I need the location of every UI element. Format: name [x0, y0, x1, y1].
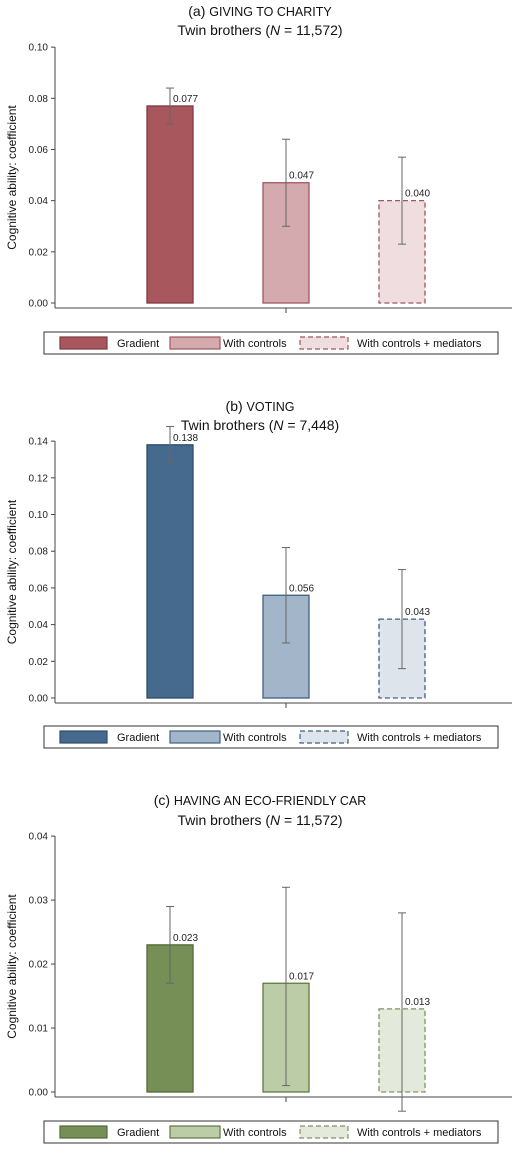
chart-subtitle: Twin brothers (N = 7,448)	[181, 417, 339, 433]
chart-subtitle-n: N	[273, 417, 284, 433]
legend-label: With controls + mediators	[357, 732, 482, 744]
chart-subtitle-post: = 11,572)	[280, 812, 342, 828]
chart-subtitle-n: N	[270, 22, 281, 38]
y-tick-label: 0.02	[29, 247, 49, 258]
y-axis-label: Cognitive ability: coefficient	[5, 894, 19, 1039]
y-tick-label: 0.06	[29, 583, 49, 594]
chart-subtitle: Twin brothers (N = 11,572)	[177, 22, 342, 38]
data-label: 0.077	[173, 94, 198, 105]
legend-label: With controls	[223, 338, 287, 350]
data-label: 0.043	[405, 607, 430, 618]
bar-gradient	[146, 444, 194, 699]
chart-subtitle-post: = 7,448)	[284, 417, 340, 433]
y-tick-label: 0.03	[29, 896, 49, 907]
legend-label: With controls + mediators	[357, 338, 482, 350]
data-label: 0.138	[173, 433, 198, 444]
y-tick-label: 0.06	[29, 145, 49, 156]
chart-subtitle: Twin brothers (N = 11,572)	[177, 812, 342, 828]
data-label: 0.040	[405, 189, 430, 200]
chart-title-text: GIVING TO CHARITY	[209, 5, 332, 19]
y-axis-label: Cognitive ability: coefficient	[5, 105, 19, 250]
legend-label: With controls	[223, 732, 287, 744]
chart-title-prefix: (b)	[226, 398, 247, 414]
y-tick-label: 0.01	[29, 1024, 49, 1035]
data-label: 0.047	[289, 171, 314, 182]
chart-title: (b) VOTING	[226, 398, 295, 414]
legend-swatch	[59, 1125, 108, 1139]
y-tick-label: 0.00	[29, 1088, 49, 1099]
y-tick-label: 0.08	[29, 94, 49, 105]
data-label: 0.056	[289, 583, 314, 594]
legend-label: With controls + mediators	[357, 1127, 482, 1139]
chart-panel: (a) GIVING TO CHARITY Twin brothers (N = …	[5, 3, 512, 355]
chart-subtitle-pre: Twin brothers (	[177, 22, 270, 38]
y-tick-label: 0.04	[29, 832, 49, 843]
y-tick-label: 0.10	[29, 510, 49, 521]
chart-subtitle-pre: Twin brothers (	[181, 417, 274, 433]
y-tick-label: 0.02	[29, 960, 49, 971]
y-tick-label: 0.00	[29, 299, 49, 310]
chart-title: (c) HAVING AN ECO-FRIENDLY CAR	[154, 792, 367, 808]
legend-swatch	[59, 730, 108, 744]
chart-title-text: VOTING	[247, 400, 295, 414]
chart-subtitle-n: N	[270, 812, 281, 828]
y-tick-label: 0.04	[29, 620, 49, 631]
legend-box	[43, 725, 499, 749]
chart-subtitle-post: = 11,572)	[280, 22, 342, 38]
y-tick-label: 0.14	[29, 437, 49, 448]
legend-label: Gradient	[117, 338, 159, 350]
data-label: 0.023	[173, 933, 198, 944]
legend-swatch	[169, 1125, 221, 1139]
legend-swatch	[59, 336, 108, 350]
legend-swatch	[299, 336, 349, 350]
y-tick-label: 0.04	[29, 196, 49, 207]
legend-swatch	[169, 336, 221, 350]
legend-box	[43, 331, 499, 355]
legend-label: Gradient	[117, 1127, 159, 1139]
chart-panel: (b) VOTING Twin brothers (N = 7,448) 0.00 0…	[5, 398, 512, 749]
legend-swatch	[169, 730, 221, 744]
chart-title-prefix: (c)	[154, 792, 174, 808]
y-tick-label: 0.00	[29, 694, 49, 705]
chart-title-prefix: (a)	[188, 3, 209, 19]
legend-box	[43, 1120, 499, 1144]
y-tick-label: 0.08	[29, 547, 49, 558]
legend-swatch	[299, 730, 349, 744]
y-tick-label: 0.10	[29, 43, 49, 54]
chart-panel: (c) HAVING AN ECO-FRIENDLY CAR Twin broth…	[5, 792, 512, 1144]
chart-title-text: HAVING AN ECO-FRIENDLY CAR	[174, 794, 366, 808]
bar-gradient	[146, 105, 194, 304]
legend-label: Gradient	[117, 732, 159, 744]
y-tick-label: 0.12	[29, 473, 49, 484]
legend-swatch	[299, 1125, 349, 1139]
legend-label: With controls	[223, 1127, 287, 1139]
y-axis-label: Cognitive ability: coefficient	[5, 499, 19, 644]
chart-title: (a) GIVING TO CHARITY	[188, 3, 332, 19]
y-tick-label: 0.02	[29, 657, 49, 668]
data-label: 0.017	[289, 971, 314, 982]
chart-subtitle-pre: Twin brothers (	[177, 812, 270, 828]
data-label: 0.013	[405, 997, 430, 1008]
